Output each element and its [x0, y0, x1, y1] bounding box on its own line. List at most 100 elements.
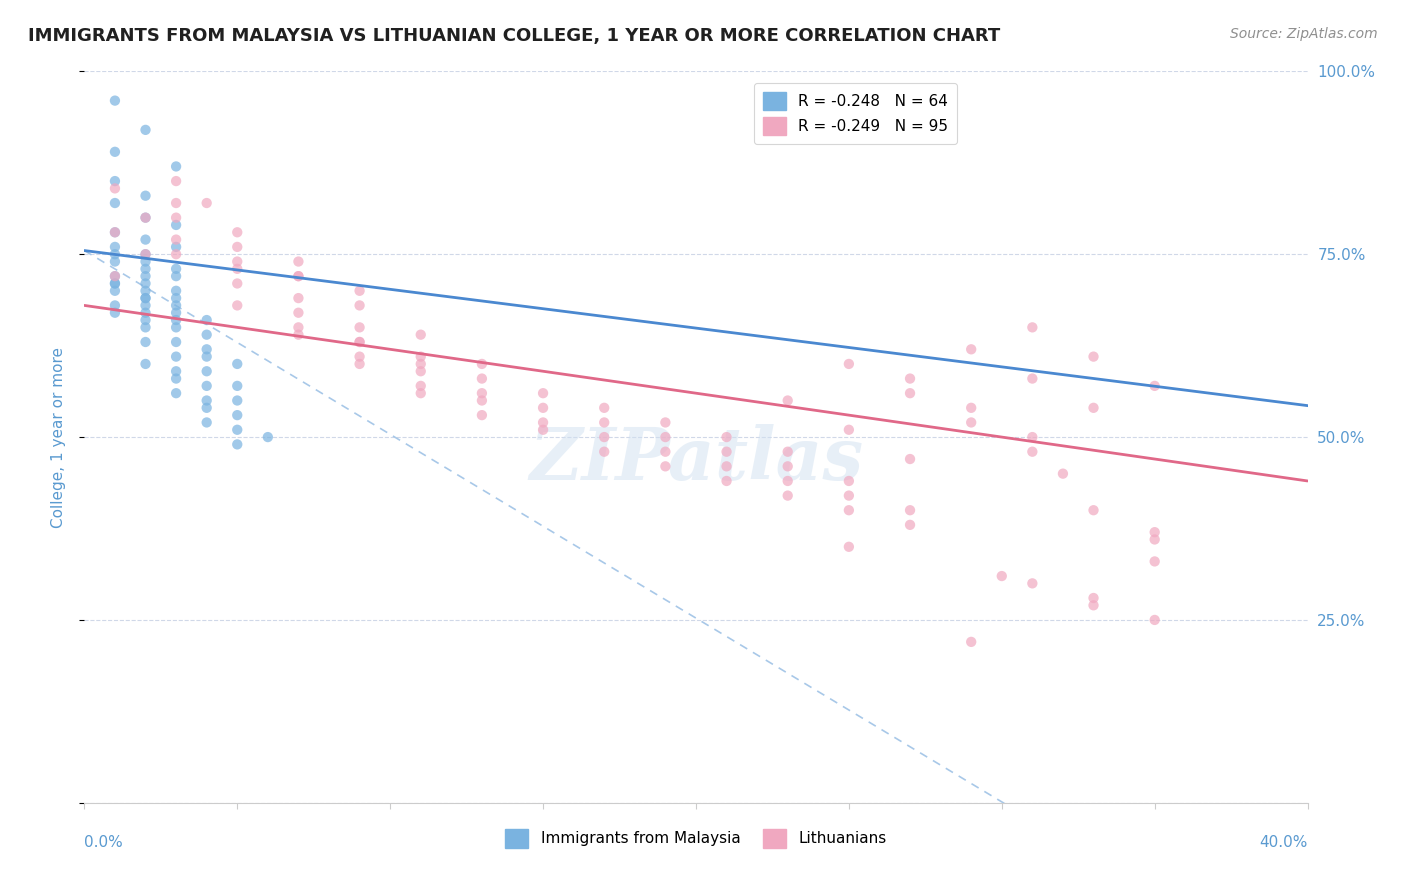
Point — [165, 160, 187, 174]
Point — [349, 284, 371, 298]
Point — [135, 277, 157, 291]
Point — [165, 386, 187, 401]
Point — [349, 334, 371, 349]
Point — [165, 313, 187, 327]
Point — [1021, 576, 1043, 591]
Point — [104, 94, 127, 108]
Point — [349, 350, 371, 364]
Point — [531, 401, 554, 415]
Point — [135, 247, 157, 261]
Point — [776, 489, 799, 503]
Point — [1021, 444, 1043, 458]
Y-axis label: College, 1 year or more: College, 1 year or more — [51, 347, 66, 527]
Point — [349, 298, 371, 312]
Point — [135, 291, 157, 305]
Point — [165, 196, 187, 211]
Point — [226, 254, 249, 268]
Point — [838, 540, 860, 554]
Point — [226, 408, 249, 422]
Point — [898, 503, 921, 517]
Point — [135, 247, 157, 261]
Point — [135, 261, 157, 276]
Point — [165, 247, 187, 261]
Point — [287, 291, 309, 305]
Point — [287, 254, 309, 268]
Point — [195, 393, 218, 408]
Point — [135, 211, 157, 225]
Point — [104, 284, 127, 298]
Point — [165, 371, 187, 385]
Point — [531, 386, 554, 401]
Point — [226, 261, 249, 276]
Point — [287, 269, 309, 284]
Point — [135, 320, 157, 334]
Point — [409, 364, 432, 378]
Point — [226, 379, 249, 393]
Point — [287, 269, 309, 284]
Point — [1052, 467, 1074, 481]
Point — [471, 357, 494, 371]
Point — [104, 240, 127, 254]
Point — [104, 277, 127, 291]
Point — [898, 517, 921, 532]
Point — [226, 277, 249, 291]
Point — [165, 269, 187, 284]
Point — [838, 357, 860, 371]
Point — [531, 423, 554, 437]
Point — [104, 181, 127, 195]
Point — [838, 474, 860, 488]
Point — [165, 240, 187, 254]
Point — [226, 357, 249, 371]
Point — [135, 357, 157, 371]
Point — [104, 277, 127, 291]
Point — [960, 635, 983, 649]
Point — [135, 269, 157, 284]
Point — [716, 430, 738, 444]
Point — [104, 269, 127, 284]
Point — [135, 123, 157, 137]
Point — [195, 327, 218, 342]
Point — [104, 254, 127, 268]
Point — [1143, 525, 1166, 540]
Point — [135, 291, 157, 305]
Legend: Immigrants from Malaysia, Lithuanians: Immigrants from Malaysia, Lithuanians — [499, 822, 893, 854]
Point — [349, 334, 371, 349]
Point — [960, 416, 983, 430]
Point — [135, 313, 157, 327]
Point — [135, 254, 157, 268]
Point — [165, 334, 187, 349]
Point — [776, 444, 799, 458]
Point — [838, 423, 860, 437]
Point — [716, 474, 738, 488]
Point — [195, 416, 218, 430]
Point — [135, 188, 157, 202]
Point — [531, 416, 554, 430]
Point — [195, 343, 218, 357]
Point — [195, 401, 218, 415]
Point — [195, 196, 218, 211]
Point — [593, 444, 616, 458]
Point — [898, 452, 921, 467]
Text: IMMIGRANTS FROM MALAYSIA VS LITHUANIAN COLLEGE, 1 YEAR OR MORE CORRELATION CHART: IMMIGRANTS FROM MALAYSIA VS LITHUANIAN C… — [28, 27, 1001, 45]
Point — [165, 364, 187, 378]
Point — [776, 474, 799, 488]
Point — [593, 401, 616, 415]
Point — [898, 371, 921, 385]
Point — [838, 503, 860, 517]
Point — [287, 306, 309, 320]
Point — [195, 313, 218, 327]
Point — [104, 269, 127, 284]
Point — [409, 350, 432, 364]
Point — [226, 298, 249, 312]
Point — [960, 343, 983, 357]
Point — [1083, 401, 1105, 415]
Point — [349, 320, 371, 334]
Point — [654, 416, 676, 430]
Point — [195, 379, 218, 393]
Point — [471, 393, 494, 408]
Point — [471, 408, 494, 422]
Point — [593, 416, 616, 430]
Point — [104, 306, 127, 320]
Point — [165, 298, 187, 312]
Point — [165, 261, 187, 276]
